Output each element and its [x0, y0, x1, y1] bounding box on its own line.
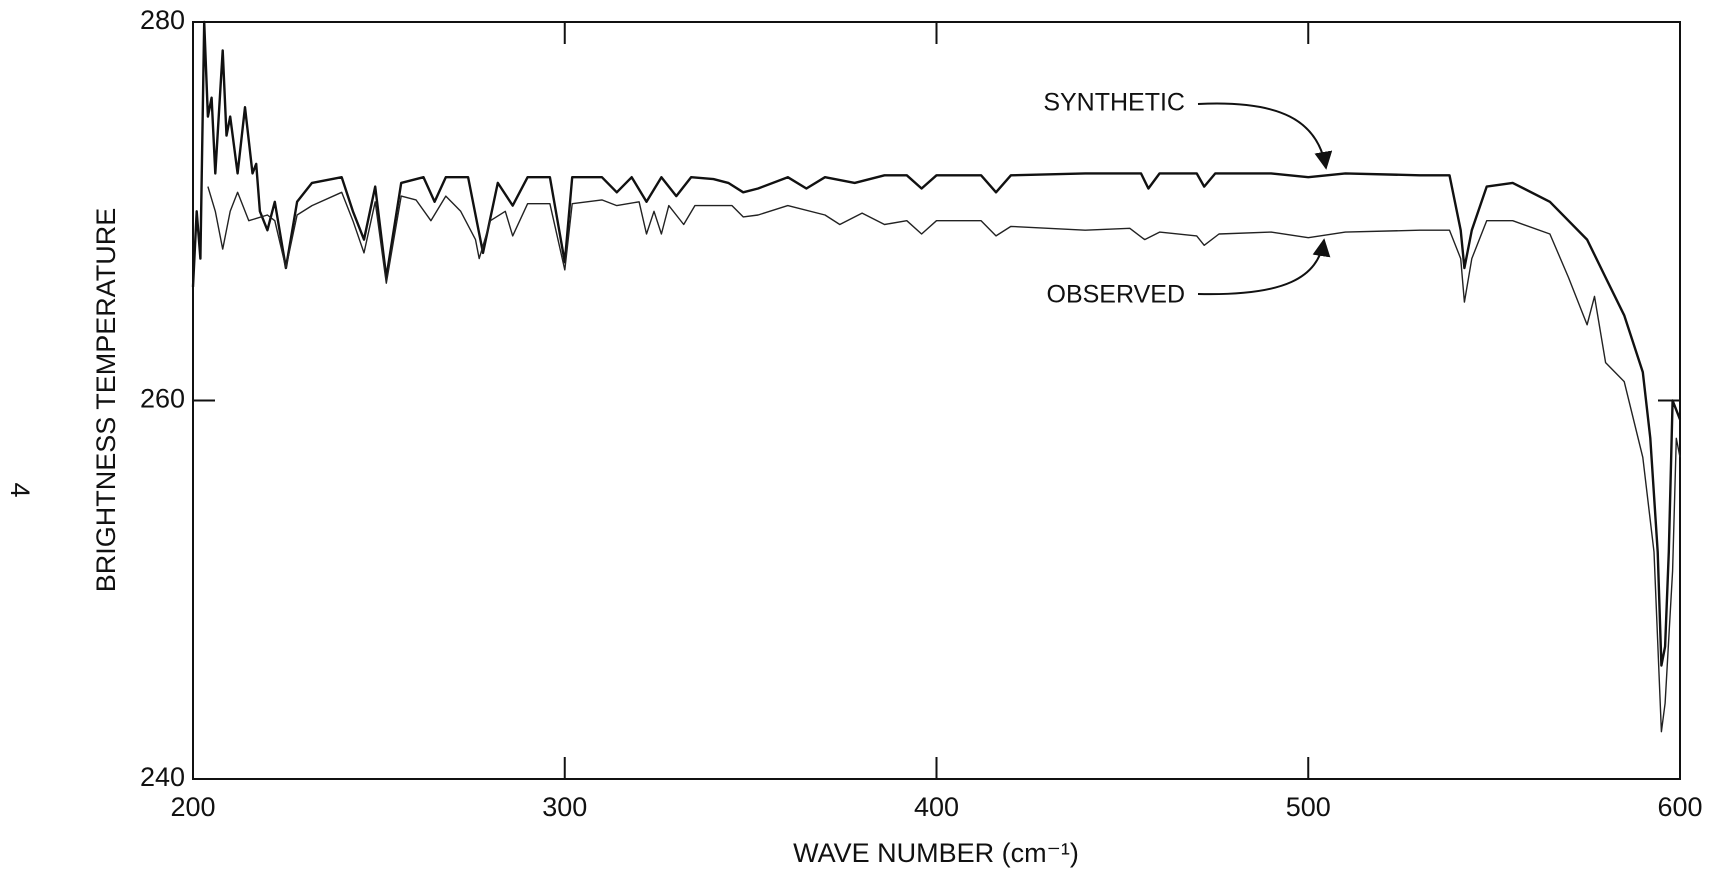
y-tick-label: 240: [140, 762, 185, 792]
x-tick-label: 400: [914, 792, 959, 822]
y-axis-title: BRIGHTNESS TEMPERATURE: [91, 208, 121, 593]
x-tick-label: 200: [170, 792, 215, 822]
data-line: [191, 20, 1682, 667]
annotation: SYNTHETIC: [1043, 89, 1185, 117]
y-tick-label: 280: [140, 5, 185, 35]
plot-frame: [192, 21, 1681, 780]
y-tick-label: 260: [140, 384, 185, 414]
annotation-arrow: [1197, 102, 1333, 170]
x-tick-label: 300: [542, 792, 587, 822]
x-axis-title: WAVE NUMBER (cm⁻¹): [793, 838, 1079, 868]
annotation-arrow: [1197, 238, 1331, 296]
x-tick-label: 600: [1657, 792, 1702, 822]
x-tick-label: 500: [1286, 792, 1331, 822]
data-line: [207, 186, 1681, 733]
page-number: 4: [5, 482, 35, 497]
annotation: OBSERVED: [1047, 281, 1185, 309]
